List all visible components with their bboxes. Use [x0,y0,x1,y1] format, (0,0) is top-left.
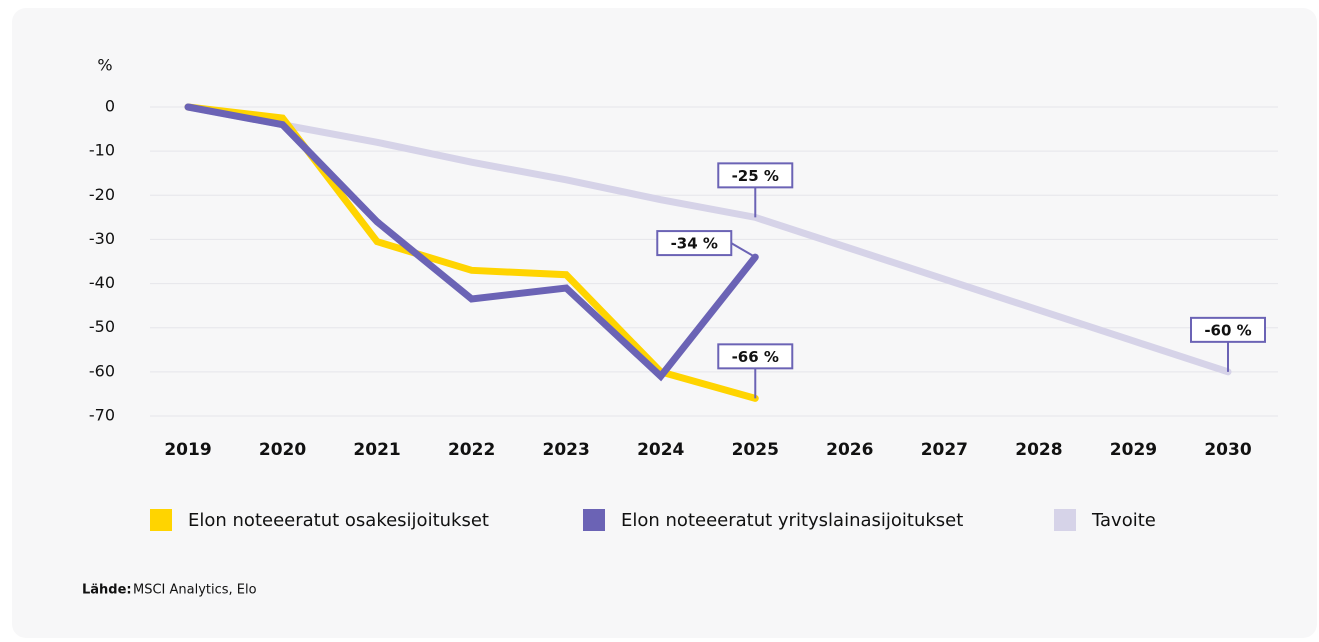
legend-label: Elon noteeeratut osakesijoitukset [188,510,489,531]
x-tick-label: 2020 [259,440,306,460]
y-tick-label: -30 [89,229,115,248]
x-tick-label: 2021 [353,440,400,460]
y-tick-label: -20 [89,185,115,204]
x-tick-label: 2027 [921,440,968,460]
y-axis-label: % [97,56,112,75]
series-line [184,103,1232,376]
y-tick-label: -50 [89,317,115,336]
legend-swatch [1054,509,1076,531]
label-box [717,162,794,189]
x-tick-label: 2028 [1015,440,1062,460]
x-tick-label: 2029 [1110,440,1157,460]
legend-swatch [150,509,172,531]
legend-label: Elon noteeeratut yrityslainasijoitukset [621,510,963,531]
x-tick-label: 2023 [543,440,590,460]
x-tick-label: 2022 [448,440,495,460]
source-label: Lähde: [82,583,132,598]
value-label: -34 % [671,235,718,253]
legend-swatch [583,509,605,531]
card [12,8,1317,638]
x-tick-label: 2030 [1204,440,1251,460]
y-tick-label: -60 [89,361,115,380]
x-tick-label: 2026 [826,440,873,460]
x-tick-label: 2025 [732,440,779,460]
legend-label: Tavoite [1091,510,1156,531]
label-box [717,343,794,370]
label-box [1190,316,1266,343]
value-label: -60 % [1204,321,1251,339]
value-label: -25 % [732,167,779,185]
y-tick-label: -70 [89,406,115,425]
y-tick-label: -40 [89,273,115,292]
x-tick-label: 2024 [637,440,684,460]
y-tick-label: -10 [89,141,115,160]
label-box [656,230,733,257]
source: MSCI Analytics, Elo [133,583,257,598]
y-tick-label: 0 [105,97,115,116]
label-connector [730,242,756,258]
value-label: -66 % [732,348,779,366]
series-line [184,103,759,382]
x-tick-label: 2019 [164,440,211,460]
